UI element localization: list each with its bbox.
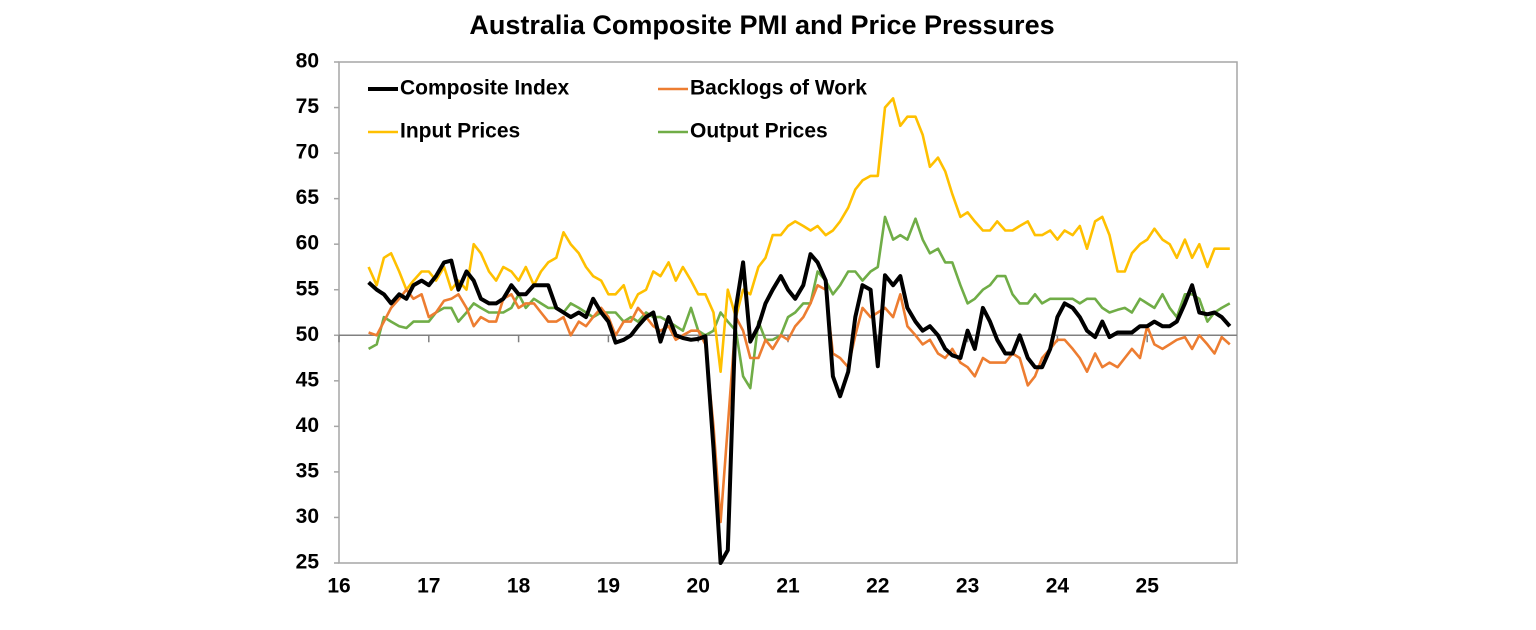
series-line [367,252,1232,565]
chart-title: Australia Composite PMI and Price Pressu… [469,10,1054,40]
legend-label: Composite Index [400,77,570,100]
x-tick-label: 20 [687,575,710,598]
series-line [367,97,1230,373]
legend-label: Output Prices [690,120,828,143]
x-tick-label: 17 [417,575,440,598]
y-tick-label: 25 [296,551,320,574]
y-tick-label: 35 [296,459,320,482]
x-tick-label: 16 [327,575,350,598]
plot-frame [338,61,1238,564]
x-tick-label: 25 [1136,575,1160,598]
legend-label: Input Prices [400,120,520,143]
y-tick-label: 70 [296,141,319,164]
x-tick-label: 24 [1046,575,1070,598]
series-line [367,215,1231,390]
y-tick-label: 80 [296,50,319,73]
x-tick-label: 23 [956,575,979,598]
y-tick-label: 45 [296,368,320,391]
x-tick-label: 22 [866,575,889,598]
x-tick-label: 21 [776,575,800,598]
y-tick-label: 65 [296,186,320,209]
y-tick-label: 30 [296,505,319,528]
y-tick-label: 75 [296,95,320,118]
y-tick-label: 60 [296,232,319,255]
series-line [368,283,1231,524]
y-tick-label: 55 [296,277,320,300]
x-tick-label: 18 [507,575,531,598]
x-tick-label: 19 [597,575,620,598]
y-tick-label: 50 [296,323,319,346]
legend-label: Backlogs of Work [690,77,867,100]
y-tick-label: 40 [296,414,319,437]
